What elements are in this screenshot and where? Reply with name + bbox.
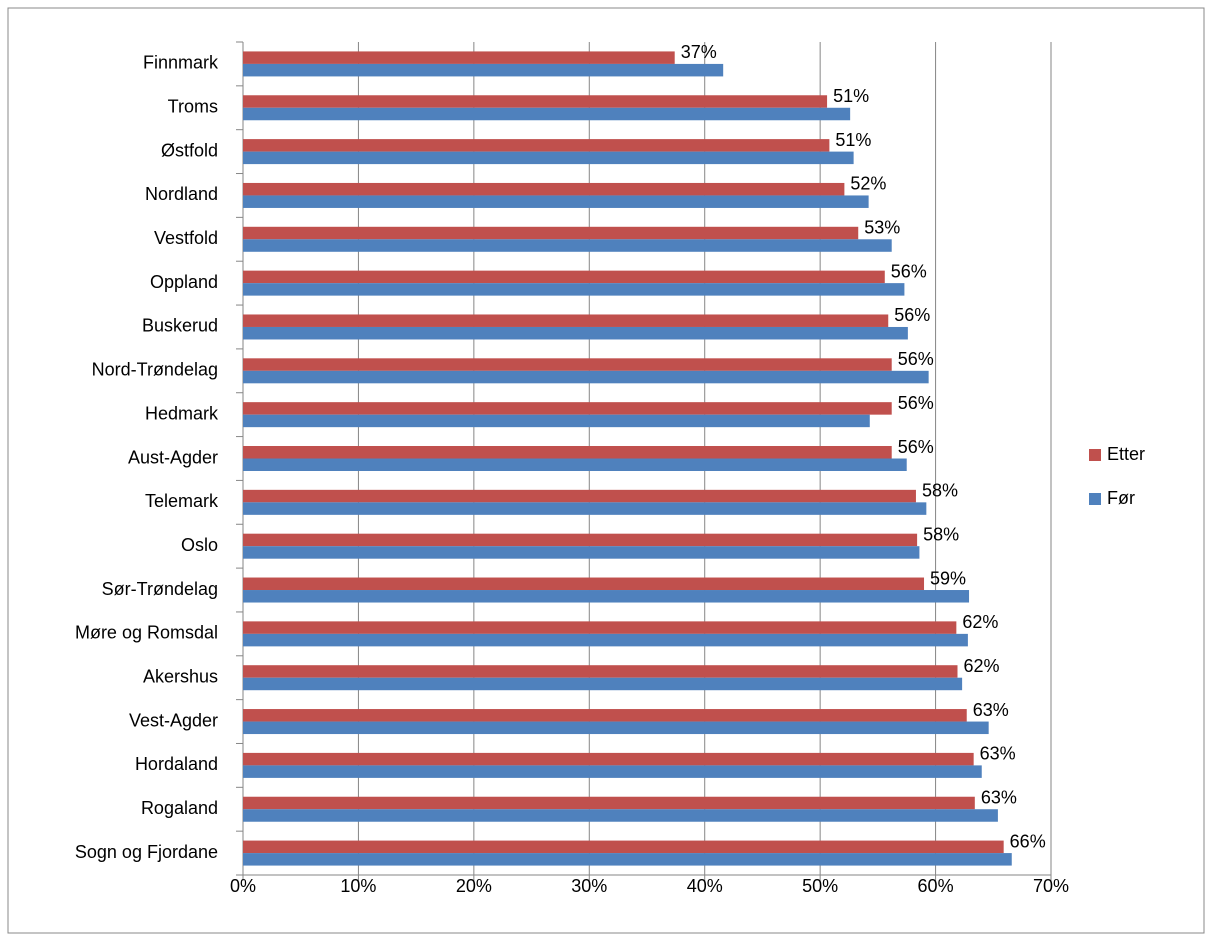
y-tick-label: Østfold — [161, 140, 218, 160]
y-tick-label: Finnmark — [143, 53, 219, 73]
y-tick-label: Buskerud — [142, 316, 218, 336]
legend-label: Etter — [1107, 444, 1145, 464]
bar — [243, 283, 905, 296]
data-label: 58% — [922, 481, 958, 501]
y-tick-label: Sogn og Fjordane — [75, 842, 218, 862]
bar — [243, 458, 907, 471]
data-label: 66% — [1010, 831, 1046, 851]
bar — [243, 107, 851, 121]
bar — [243, 590, 970, 603]
bar — [243, 809, 998, 822]
data-label: 37% — [681, 42, 717, 62]
x-tick-label: 40% — [687, 876, 723, 896]
bar — [243, 677, 963, 691]
bar — [243, 633, 968, 647]
x-tick-label: 20% — [456, 876, 492, 896]
bar — [243, 752, 974, 766]
bar — [243, 370, 929, 384]
data-label: 56% — [898, 437, 934, 457]
data-label: 53% — [864, 218, 900, 238]
data-label: 56% — [898, 349, 934, 369]
bar — [243, 414, 870, 428]
y-tick-label: Hedmark — [145, 403, 219, 423]
data-label: 56% — [894, 305, 930, 325]
bar — [243, 533, 918, 547]
bar — [243, 621, 957, 634]
bar — [243, 195, 869, 208]
bar — [243, 314, 889, 327]
y-tick-label: Telemark — [145, 491, 219, 511]
y-tick-label: Vestfold — [154, 228, 218, 248]
data-label: 63% — [973, 700, 1009, 720]
legend-swatch — [1089, 493, 1101, 505]
bar — [243, 270, 885, 284]
y-tick-label: Hordaland — [135, 754, 218, 774]
data-label: 63% — [981, 787, 1017, 807]
y-tick-label: Oslo — [181, 535, 218, 555]
data-label: 51% — [835, 130, 871, 150]
bar — [243, 721, 989, 735]
x-tick-label: 70% — [1033, 876, 1069, 896]
data-label: 63% — [980, 744, 1016, 764]
data-label: 59% — [930, 568, 966, 588]
bar — [243, 182, 845, 196]
y-tick-label: Sør-Trøndelag — [102, 579, 218, 599]
bar — [243, 502, 927, 515]
data-label: 52% — [850, 174, 886, 194]
bar — [243, 709, 967, 722]
data-label: 62% — [964, 656, 1000, 676]
bar — [243, 95, 828, 108]
y-tick-label: Møre og Romsdal — [75, 623, 218, 643]
bar — [243, 402, 892, 415]
y-tick-label: Rogaland — [141, 798, 218, 818]
y-tick-label: Akershus — [143, 666, 218, 686]
x-tick-label: 30% — [571, 876, 607, 896]
bar — [243, 358, 892, 371]
bar — [243, 840, 1004, 854]
y-tick-label: Aust-Agder — [128, 447, 218, 467]
legend-swatch — [1089, 449, 1101, 461]
bar — [243, 239, 892, 252]
bar — [243, 446, 892, 459]
bar — [243, 489, 916, 503]
y-tick-label: Nordland — [145, 184, 218, 204]
x-tick-label: 60% — [918, 876, 954, 896]
bar — [243, 765, 982, 778]
data-label: 56% — [898, 393, 934, 413]
y-tick-label: Oppland — [150, 272, 218, 292]
bar — [243, 151, 854, 165]
y-tick-label: Troms — [168, 97, 218, 117]
data-label: 56% — [891, 261, 927, 281]
bar — [243, 665, 958, 678]
data-label: 51% — [833, 86, 869, 106]
bar — [243, 326, 908, 340]
bar — [243, 139, 830, 152]
bar — [243, 51, 675, 64]
bar — [243, 796, 975, 810]
y-tick-label: Nord-Trøndelag — [92, 360, 218, 380]
data-label: 58% — [923, 524, 959, 544]
bar — [243, 546, 920, 559]
data-label: 62% — [962, 612, 998, 632]
x-tick-label: 0% — [230, 876, 256, 896]
y-tick-label: Vest-Agder — [129, 710, 218, 730]
legend-label: Før — [1107, 488, 1135, 508]
bar — [243, 63, 724, 77]
bar — [243, 226, 859, 240]
bar — [243, 577, 925, 591]
bar — [243, 853, 1012, 866]
x-tick-label: 10% — [340, 876, 376, 896]
x-tick-label: 50% — [802, 876, 838, 896]
